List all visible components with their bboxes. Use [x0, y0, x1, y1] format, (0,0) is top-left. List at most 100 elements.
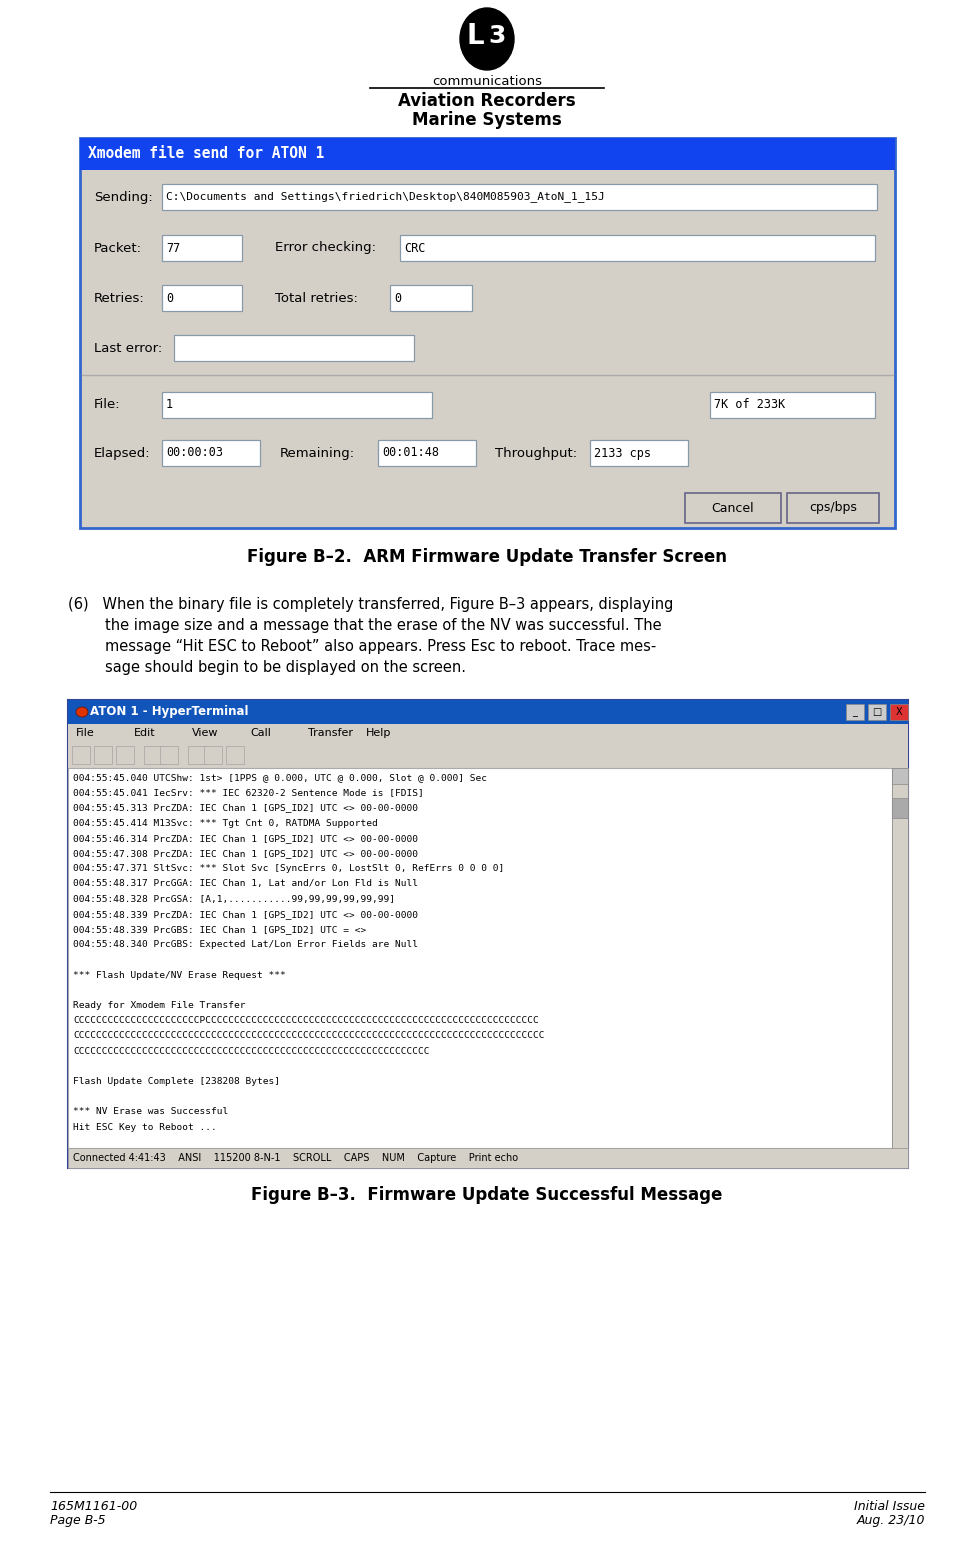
Bar — [162, 236, 242, 260]
Text: Edit: Edit — [134, 728, 156, 738]
Text: Aviation Recorders: Aviation Recorders — [398, 91, 576, 110]
Ellipse shape — [76, 707, 88, 718]
Text: View: View — [192, 728, 218, 738]
Text: Remaining:: Remaining: — [280, 446, 355, 459]
Text: Throughput:: Throughput: — [495, 446, 577, 459]
Text: 004:55:45.041 IecSrv: *** IEC 62320-2 Sentence Mode is [FDIS]: 004:55:45.041 IecSrv: *** IEC 62320-2 Se… — [73, 789, 424, 797]
Bar — [68, 701, 908, 724]
Text: CCCCCCCCCCCCCCCCCCCCCCCCCCCCCCCCCCCCCCCCCCCCCCCCCCCCCCCCCCCCCCCCCCCCCCCCCCCCCCCC: CCCCCCCCCCCCCCCCCCCCCCCCCCCCCCCCCCCCCCCC… — [73, 1031, 544, 1040]
FancyBboxPatch shape — [787, 493, 879, 522]
Bar — [390, 285, 472, 312]
Text: Figure B–3.  Firmware Update Successful Message: Figure B–3. Firmware Update Successful M… — [252, 1186, 722, 1204]
Text: X: X — [896, 707, 902, 718]
Text: 004:55:48.339 PrcZDA: IEC Chan 1 [GPS_ID2] UTC <> 00-00-0000: 004:55:48.339 PrcZDA: IEC Chan 1 [GPS_ID… — [73, 910, 418, 919]
Text: 165M1161-00: 165M1161-00 — [50, 1500, 137, 1513]
Text: 00:00:03: 00:00:03 — [166, 446, 223, 459]
Text: Total retries:: Total retries: — [275, 291, 358, 304]
Text: 004:55:48.317 PrcGGA: IEC Chan 1, Lat and/or Lon Fld is Null: 004:55:48.317 PrcGGA: IEC Chan 1, Lat an… — [73, 879, 418, 888]
Text: Xmodem file send for ATON 1: Xmodem file send for ATON 1 — [88, 147, 325, 161]
Bar — [162, 285, 242, 312]
Text: Page B-5: Page B-5 — [50, 1514, 105, 1527]
Text: L: L — [466, 22, 484, 50]
Bar — [68, 701, 908, 1169]
Text: Hit ESC Key to Reboot ...: Hit ESC Key to Reboot ... — [73, 1122, 216, 1132]
Bar — [892, 767, 908, 1149]
Text: 0: 0 — [394, 291, 401, 304]
Text: 2133 cps: 2133 cps — [594, 446, 651, 459]
Text: sage should begin to be displayed on the screen.: sage should begin to be displayed on the… — [68, 660, 466, 674]
Text: Connected 4:41:43    ANSI    115200 8-N-1    SCROLL    CAPS    NUM    Capture   : Connected 4:41:43 ANSI 115200 8-N-1 SCRO… — [73, 1153, 518, 1162]
Text: Transfer: Transfer — [308, 728, 353, 738]
Bar — [116, 746, 134, 764]
Ellipse shape — [460, 8, 514, 70]
Bar — [590, 440, 688, 467]
Text: CCCCCCCCCCCCCCCCCCCCCCPCCCCCCCCCCCCCCCCCCCCCCCCCCCCCCCCCCCCCCCCCCCCCCCCCCCCCCCCC: CCCCCCCCCCCCCCCCCCCCCCPCCCCCCCCCCCCCCCCC… — [73, 1017, 539, 1025]
Bar — [144, 746, 162, 764]
Text: Call: Call — [250, 728, 271, 738]
Bar — [160, 746, 178, 764]
Bar — [162, 184, 877, 209]
Bar — [80, 138, 895, 529]
Bar — [68, 767, 892, 1149]
Bar — [846, 704, 864, 721]
FancyBboxPatch shape — [685, 493, 781, 522]
Text: File:: File: — [94, 398, 121, 411]
Bar — [710, 392, 875, 418]
Bar — [68, 1149, 908, 1169]
Text: Elapsed:: Elapsed: — [94, 446, 150, 459]
Bar — [204, 746, 222, 764]
Text: communications: communications — [432, 74, 542, 88]
Bar — [162, 392, 432, 418]
Text: □: □ — [873, 707, 881, 718]
Text: Figure B–2.  ARM Firmware Update Transfer Screen: Figure B–2. ARM Firmware Update Transfer… — [247, 549, 727, 566]
Bar — [868, 704, 886, 721]
Text: Aug. 23/10: Aug. 23/10 — [856, 1514, 925, 1527]
Text: 00:01:48: 00:01:48 — [382, 446, 439, 459]
Text: File: File — [76, 728, 95, 738]
Text: Cancel: Cancel — [712, 502, 755, 515]
Text: 004:55:48.328 PrcGSA: [A,1,...........99,99,99,99,99,99]: 004:55:48.328 PrcGSA: [A,1,...........99… — [73, 894, 395, 904]
Text: 004:55:45.414 M13Svc: *** Tgt Cnt 0, RATDMA Supported: 004:55:45.414 M13Svc: *** Tgt Cnt 0, RAT… — [73, 818, 377, 828]
Text: _: _ — [852, 707, 857, 718]
Bar — [378, 440, 476, 467]
Text: 77: 77 — [166, 242, 180, 254]
Text: 7K of 233K: 7K of 233K — [714, 398, 785, 411]
Text: ATON 1 - HyperTerminal: ATON 1 - HyperTerminal — [90, 705, 249, 719]
Text: Error checking:: Error checking: — [275, 242, 376, 254]
Bar — [892, 767, 908, 784]
Text: Help: Help — [366, 728, 391, 738]
Text: message “Hit ESC to Reboot” also appears. Press Esc to reboot. Trace mes-: message “Hit ESC to Reboot” also appears… — [68, 639, 656, 654]
Text: cps/bps: cps/bps — [809, 502, 857, 515]
Bar — [72, 746, 90, 764]
Text: 0: 0 — [166, 291, 174, 304]
Bar — [80, 138, 895, 170]
Bar — [174, 335, 414, 361]
Bar — [68, 724, 908, 742]
Bar — [890, 704, 908, 721]
Text: Flash Update Complete [238208 Bytes]: Flash Update Complete [238208 Bytes] — [73, 1077, 280, 1087]
Text: C:\Documents and Settings\friedrich\Desktop\840M085903_AtoN_1_15J: C:\Documents and Settings\friedrich\Desk… — [166, 192, 604, 203]
Text: Initial Issue: Initial Issue — [854, 1500, 925, 1513]
Text: 004:55:45.313 PrcZDA: IEC Chan 1 [GPS_ID2] UTC <> 00-00-0000: 004:55:45.313 PrcZDA: IEC Chan 1 [GPS_ID… — [73, 803, 418, 812]
Bar — [162, 440, 260, 467]
Bar — [94, 746, 112, 764]
Text: 004:55:47.371 SltSvc: *** Slot Svc [SyncErrs 0, LostSlt 0, RefErrs 0 0 0 0]: 004:55:47.371 SltSvc: *** Slot Svc [Sync… — [73, 865, 504, 873]
Text: CRC: CRC — [404, 242, 425, 254]
Text: 1: 1 — [166, 398, 174, 411]
Text: *** NV Erase was Successful: *** NV Erase was Successful — [73, 1107, 228, 1116]
Text: Retries:: Retries: — [94, 291, 144, 304]
Text: the image size and a message that the erase of the NV was successful. The: the image size and a message that the er… — [68, 618, 662, 632]
Bar — [68, 742, 908, 767]
Text: Marine Systems: Marine Systems — [412, 112, 562, 129]
Text: 3: 3 — [488, 23, 506, 48]
Text: 004:55:48.340 PrcGBS: Expected Lat/Lon Error Fields are Null: 004:55:48.340 PrcGBS: Expected Lat/Lon E… — [73, 941, 418, 949]
Text: Last error:: Last error: — [94, 341, 162, 355]
Text: 004:55:47.308 PrcZDA: IEC Chan 1 [GPS_ID2] UTC <> 00-00-0000: 004:55:47.308 PrcZDA: IEC Chan 1 [GPS_ID… — [73, 849, 418, 859]
Text: Packet:: Packet: — [94, 242, 142, 254]
Text: Ready for Xmodem File Transfer: Ready for Xmodem File Transfer — [73, 1001, 246, 1011]
Text: 004:55:48.339 PrcGBS: IEC Chan 1 [GPS_ID2] UTC = <>: 004:55:48.339 PrcGBS: IEC Chan 1 [GPS_ID… — [73, 925, 367, 935]
Text: *** Flash Update/NV Erase Request ***: *** Flash Update/NV Erase Request *** — [73, 970, 286, 980]
Bar — [892, 798, 908, 818]
Text: 004:55:46.314 PrcZDA: IEC Chan 1 [GPS_ID2] UTC <> 00-00-0000: 004:55:46.314 PrcZDA: IEC Chan 1 [GPS_ID… — [73, 834, 418, 843]
Text: (6)   When the binary file is completely transferred, Figure B–3 appears, displa: (6) When the binary file is completely t… — [68, 597, 674, 612]
